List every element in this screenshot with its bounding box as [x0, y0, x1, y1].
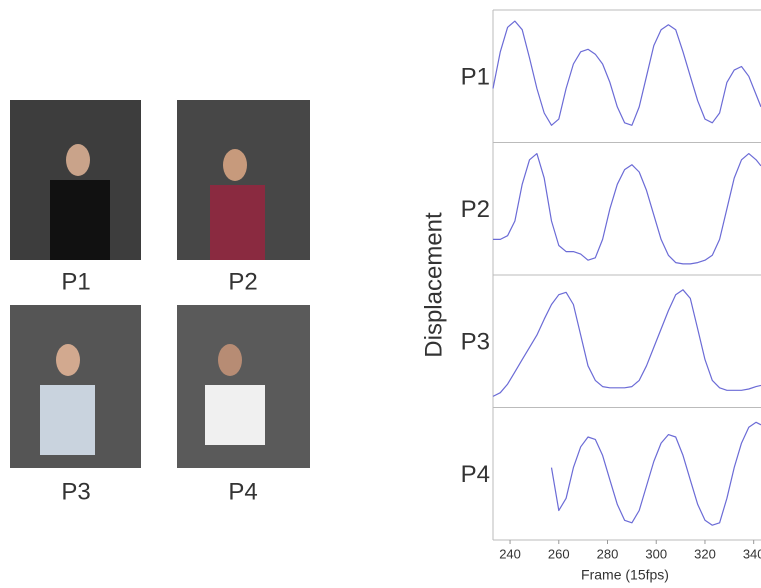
line: [550, 421, 761, 526]
panel-label: P1: [461, 64, 490, 91]
photo-detail: [223, 149, 247, 181]
photo-detail: [40, 385, 95, 455]
x-axis-label: Frame (15fps): [581, 567, 669, 583]
x-tick-label: 240: [499, 546, 521, 561]
photo-label: P1: [61, 268, 90, 295]
x-tick-label: 300: [645, 546, 667, 561]
x-tick-label: 340: [743, 546, 761, 561]
photo-detail: [205, 385, 265, 445]
photo-detail: [56, 344, 80, 376]
photo-detail: [218, 344, 242, 376]
panel-label: P2: [461, 196, 490, 223]
photo-label: P2: [228, 268, 257, 295]
x-tick-label: 260: [548, 546, 570, 561]
panel-label: P4: [461, 461, 490, 488]
line: [492, 289, 761, 397]
photo-detail: [66, 144, 90, 176]
photo-detail: [50, 180, 110, 260]
y-axis-label: Displacement: [420, 212, 447, 358]
photo-label: P3: [61, 478, 90, 505]
x-tick-label: 320: [694, 546, 716, 561]
panel-label: P3: [461, 329, 490, 356]
photo-detail: [210, 185, 265, 260]
photos: P1 P2 P3 P4: [10, 100, 310, 505]
line: [493, 153, 761, 265]
photo-label: P4: [228, 478, 257, 505]
line: [492, 20, 761, 126]
x-tick-label: 280: [597, 546, 619, 561]
